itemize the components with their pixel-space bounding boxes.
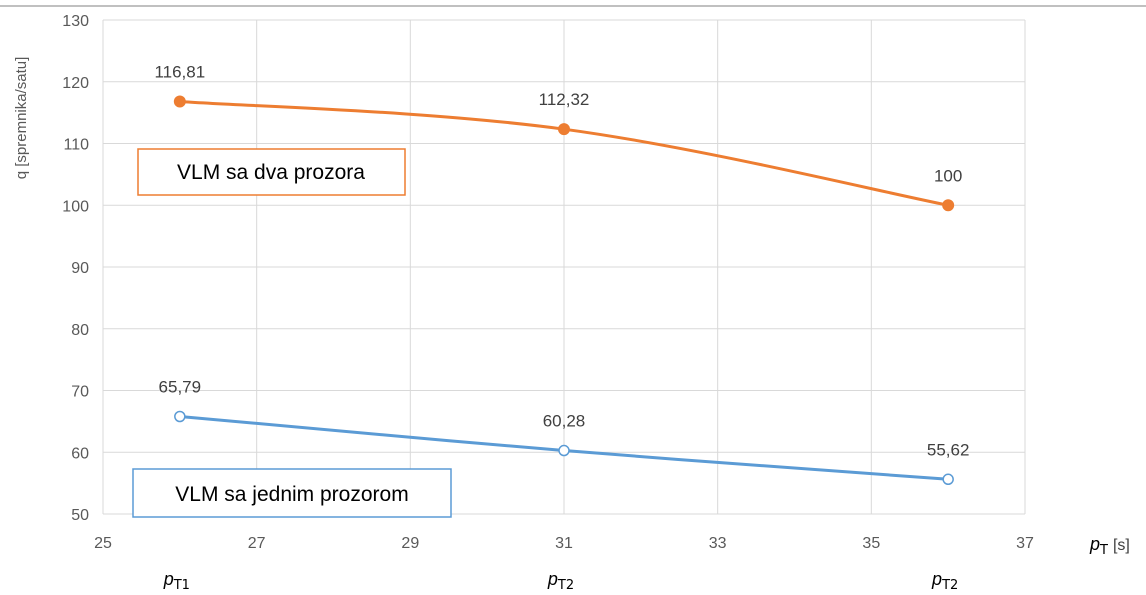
y-tick-label: 60 [71,445,89,462]
x-axis-label-main: p [1089,534,1100,554]
x-tick-label: 29 [401,535,419,552]
period-label-sub: T2 [557,578,574,593]
x-tick-label: 25 [94,535,112,552]
period-label-main: p [547,569,558,589]
period-label: pT1 [163,569,190,593]
data-label: 116,81 [154,62,205,81]
period-label-sub: T2 [941,578,958,593]
data-label: 100 [934,166,962,185]
y-tick-label: 90 [71,260,89,277]
legend-entry-orange: VLM sa dva prozora [137,148,406,196]
x-axis-label-sub: T [1099,543,1108,558]
y-tick-label: 100 [62,198,89,215]
axis-ticks: 50 60 70 80 90 100 110 120 130 25 27 29 31 33 35 37 [62,13,1034,552]
period-label-main: p [931,569,942,589]
legend-box-blue [132,468,452,518]
data-point [558,123,570,136]
period-label: pT2 [931,569,958,593]
point-period-labels: pT1 pT2 pT2 [163,569,959,593]
data-point [173,95,186,108]
period-label-main: p [163,569,174,589]
legend-entry-blue: VLM sa jednim prozorom [132,468,452,518]
y-tick-label: 120 [62,75,89,92]
legend-label-orange: VLM sa dva prozora [177,161,365,184]
x-tick-label: 31 [555,535,573,552]
y-tick-label: 80 [71,322,89,339]
y-tick-label: 130 [62,13,89,30]
x-tick-label: 33 [709,535,727,552]
data-point [942,473,954,486]
legend-box-orange [137,148,406,196]
x-tick-label: 37 [1016,535,1034,552]
x-tick-label: 27 [248,535,266,552]
data-point [558,444,570,457]
data-label: 65,79 [159,377,202,396]
y-tick-label: 110 [63,137,89,154]
data-point [174,410,186,423]
x-tick-label: 35 [862,535,880,552]
legend-label-blue: VLM sa jednim prozorom [175,483,408,506]
y-tick-label: 50 [71,507,89,524]
y-tick-label: 70 [71,384,89,401]
data-label: 60,28 [543,412,586,431]
svg-text:pT[s]: pT [s] [1089,534,1130,558]
y-axis-label: q [spremnika/satu] [13,57,30,180]
x-axis-label-unit: [s] [1113,537,1130,554]
period-label: pT2 [547,569,574,593]
series [173,95,955,486]
data-label: 55,62 [927,440,970,459]
data-point [942,199,955,212]
data-labels: 116,81 112,32 100 65,79 60,28 55,62 [154,62,969,459]
grid [102,19,1026,515]
data-label: 112,32 [539,90,590,109]
x-axis-label: pT [s] [1089,534,1130,558]
period-label-sub: T1 [173,578,190,593]
